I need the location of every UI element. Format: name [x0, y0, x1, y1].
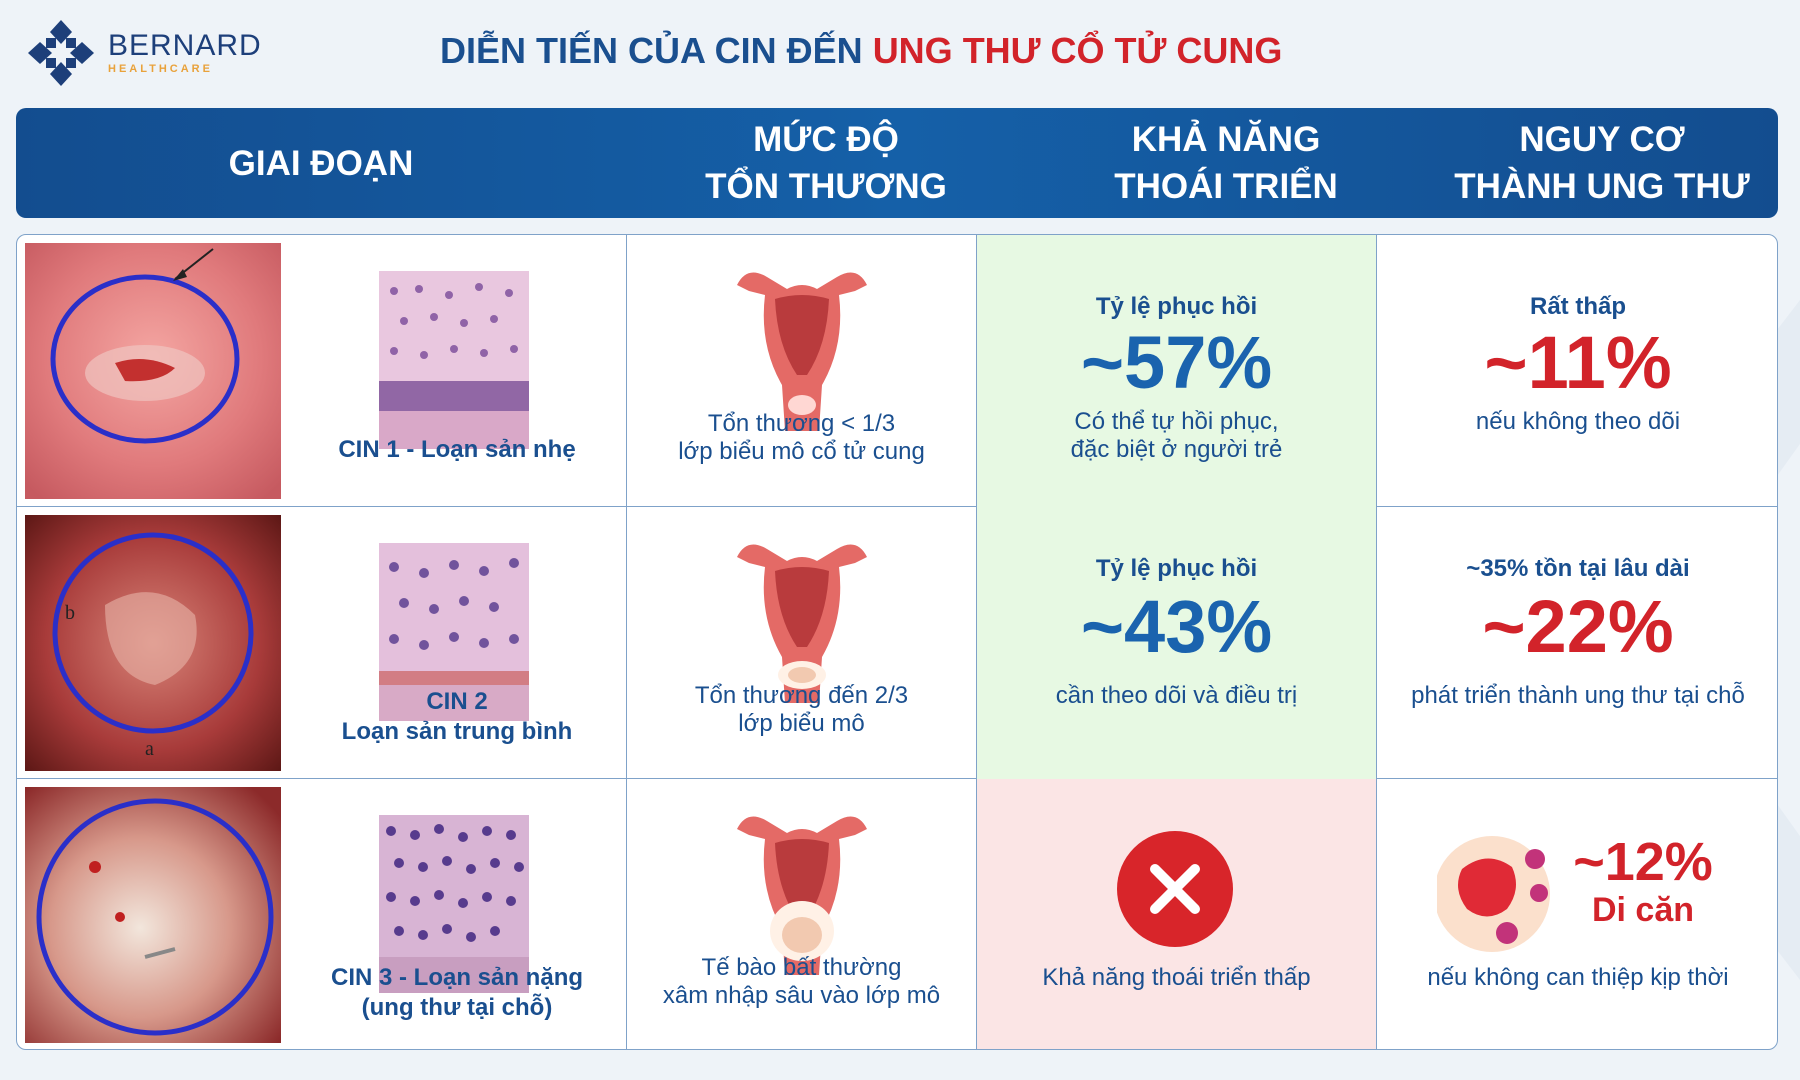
- histology-image: [379, 271, 529, 449]
- severity-cell: Tổn thương < 1/3 lớp biểu mô cổ tử cung: [627, 235, 977, 507]
- risk-note: phát triển thành ung thư tại chỗ: [1411, 682, 1745, 709]
- regression-heading: Tỷ lệ phục hồi: [1095, 293, 1258, 320]
- risk-cell: ~12% Di căn nếu không can thiệp kịp thời: [1377, 779, 1777, 1049]
- severity-cell: Tổn thương đến 2/3 lớp biểu mô: [627, 507, 977, 779]
- risk-percentage: ~12%: [1573, 832, 1713, 892]
- title-part-2: UNG THƯ CỔ TỬ CUNG: [872, 30, 1283, 71]
- header-stage-text: GIAI ĐOẠN: [228, 143, 414, 183]
- colpo-letter-b: b: [65, 602, 75, 624]
- histology-image: [379, 815, 529, 993]
- colposcopy-image: [25, 243, 281, 499]
- stage-cell: CIN 3 - Loạn sản nặng (ung thư tại chỗ): [17, 779, 627, 1049]
- uterus-diagram-icon: [737, 272, 867, 431]
- regression-cell: Tỷ lệ phục hồi ~57% Có thể tự hồi phục, …: [977, 235, 1377, 507]
- header-stage: GIAI ĐOẠN: [16, 140, 626, 187]
- risk-cell: ~35% tồn tại lâu dài ~22% phát triển thà…: [1377, 507, 1777, 779]
- risk-percentage: ~22%: [1482, 585, 1674, 668]
- header-risk-line2: THÀNH UNG THƯ: [1454, 167, 1750, 206]
- table-row-cin2: b a CIN 2 Loạn sản trung bình: [17, 507, 1777, 779]
- risk-cell: Rất thấp ~11% nếu không theo dõi: [1377, 235, 1777, 507]
- regression-cell: Khả năng thoái triển thấp: [977, 779, 1377, 1049]
- header-cancer-risk: NGUY CƠ THÀNH UNG THƯ: [1426, 116, 1778, 210]
- regression-percentage: ~57%: [1080, 321, 1273, 404]
- regression-note: Khả năng thoái triển thấp: [1042, 964, 1311, 991]
- severity-line1: Tổn thương < 1/3: [707, 410, 896, 437]
- header-risk-line1: NGUY CƠ: [1519, 120, 1685, 159]
- stage-name: CIN 1 - Loạn sản nhẹ: [338, 436, 576, 463]
- colpo-letter-a: a: [145, 738, 154, 760]
- colposcopy-image: b a: [25, 515, 281, 771]
- risk-heading: Rất thấp: [1530, 293, 1626, 320]
- risk-note: nếu không theo dõi: [1475, 408, 1681, 435]
- page-title: DIỄN TIẾN CỦA CIN ĐẾN UNG THƯ CỔ TỬ CUNG: [440, 30, 1440, 72]
- table-row-cin1: CIN 1 - Loạn sản nhẹ Tổn thương < 1/3 lớ…: [17, 235, 1777, 507]
- header-regression-line2: THOÁI TRIỂN: [1114, 167, 1338, 206]
- brand-subtitle: HEALTHCARE: [108, 63, 213, 75]
- regression-note-line1: Có thể tự hồi phục,: [1074, 408, 1279, 435]
- regression-note-line2: đặc biệt ở người trẻ: [1070, 436, 1283, 463]
- colposcopy-image: [25, 787, 281, 1043]
- brand-name: BERNARD: [108, 29, 262, 62]
- risk-label: Di căn: [1591, 891, 1695, 929]
- cin-progression-table: CIN 1 - Loạn sản nhẹ Tổn thương < 1/3 lớ…: [16, 234, 1778, 1050]
- title-part-1: DIỄN TIẾN CỦA CIN ĐẾN: [440, 30, 873, 71]
- uterus-diagram-icon: [737, 544, 867, 703]
- header-severity-line1: MỨC ĐỘ: [753, 120, 899, 159]
- severity-line1: Tổn thương đến 2/3: [694, 682, 909, 709]
- table-header: GIAI ĐOẠN MỨC ĐỘ TỔN THƯƠNG KHẢ NĂNG THO…: [16, 108, 1778, 218]
- severity-line1: Tế bào bất thường: [701, 954, 902, 981]
- stage-description: (ung thư tại chỗ): [361, 994, 553, 1021]
- header-severity: MỨC ĐỘ TỔN THƯƠNG: [626, 116, 1026, 210]
- stage-cell: CIN 1 - Loạn sản nhẹ: [17, 235, 627, 507]
- header-severity-line2: TỔN THƯƠNG: [705, 167, 947, 206]
- regression-heading: Tỷ lệ phục hồi: [1095, 555, 1258, 582]
- stage-name: CIN 3 - Loạn sản nặng: [330, 964, 584, 991]
- bernard-cross-logo-icon: [28, 20, 94, 86]
- stage-description: Loạn sản trung bình: [341, 718, 573, 745]
- stage-name: CIN 2: [426, 688, 488, 715]
- x-circle-icon: [1117, 831, 1233, 947]
- regression-percentage: ~43%: [1080, 585, 1273, 668]
- regression-cell: Tỷ lệ phục hồi ~43% cần theo dõi và điều…: [977, 507, 1377, 779]
- risk-percentage: ~11%: [1484, 321, 1672, 404]
- severity-line2: xâm nhập sâu vào lớp mô: [662, 982, 941, 1009]
- risk-heading: ~35% tồn tại lâu dài: [1466, 555, 1690, 582]
- severity-cell: Tế bào bất thường xâm nhập sâu vào lớp m…: [627, 779, 977, 1049]
- table-row-cin3: CIN 3 - Loạn sản nặng (ung thư tại chỗ) …: [17, 779, 1777, 1049]
- uterus-diagram-icon: [737, 816, 867, 975]
- severity-line2: lớp biểu mô: [738, 710, 865, 737]
- metastasis-cells-icon: [1437, 836, 1550, 952]
- brand-logo[interactable]: BERNARD HEALTHCARE: [26, 18, 262, 88]
- histology-image: [379, 543, 529, 721]
- risk-note: nếu không can thiệp kịp thời: [1427, 964, 1729, 991]
- regression-note: cần theo dõi và điều trị: [1055, 682, 1298, 709]
- header-regression-line1: KHẢ NĂNG: [1131, 120, 1321, 159]
- header-regression: KHẢ NĂNG THOÁI TRIỂN: [1026, 116, 1426, 210]
- stage-cell: b a CIN 2 Loạn sản trung bình: [17, 507, 627, 779]
- severity-line2: lớp biểu mô cổ tử cung: [678, 438, 925, 465]
